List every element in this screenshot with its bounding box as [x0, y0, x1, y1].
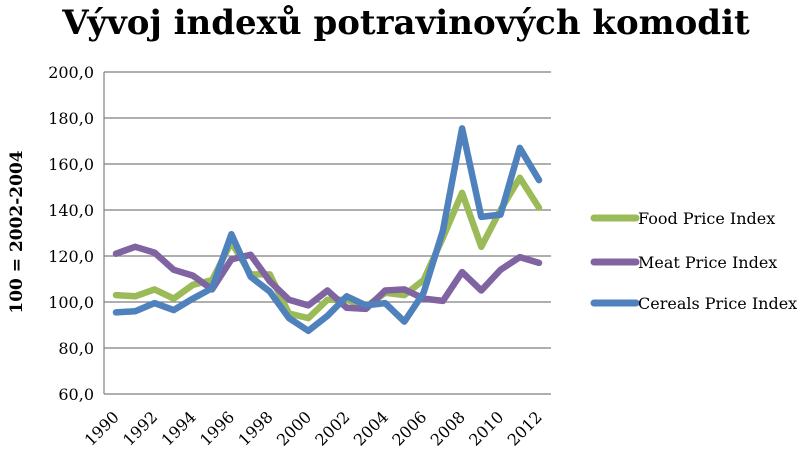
x-tick-label: 2006: [388, 407, 430, 449]
axes: [103, 72, 551, 395]
x-tick-label: 2004: [350, 407, 392, 449]
x-tick-label: 1990: [81, 407, 123, 449]
series-line-2: [112, 243, 543, 313]
x-tick-label: 1992: [119, 407, 161, 449]
x-tick-label: 2012: [504, 407, 546, 449]
x-tick-labels: 1990199219941996199820002002200420062008…: [81, 407, 546, 449]
x-tick-label: 2010: [465, 407, 507, 449]
y-tick-label: 100,0: [48, 293, 94, 312]
legend-label-1: Food Price Index: [638, 209, 775, 228]
y-tick-label: 160,0: [48, 155, 94, 174]
legend-label-3: Cereals Price Index: [638, 294, 797, 313]
x-tick-label: 1994: [158, 407, 200, 449]
series-lines: [112, 125, 543, 335]
series-line-3: [112, 125, 543, 335]
y-tick-label: 120,0: [48, 247, 94, 266]
y-tick-labels: 60,0 80,0 100,0 120,0 140,0 160,0 180,0 200,0: [48, 63, 94, 404]
legend-label-2: Meat Price Index: [638, 253, 777, 272]
chart-title: Vývoj indexů potravinových komodit: [61, 3, 750, 43]
x-tick-label: 1998: [234, 407, 276, 449]
y-tick-label: 180,0: [48, 109, 94, 128]
y-tick-label: 200,0: [48, 63, 94, 82]
y-tick-label: 140,0: [48, 201, 94, 220]
y-tick-label: 80,0: [58, 339, 94, 358]
legend: Food Price Index Meat Price Index Cereals …: [590, 209, 797, 313]
x-tick-label: 1996: [196, 407, 238, 449]
x-tick-label: 2002: [311, 407, 353, 449]
gridlines: [104, 71, 551, 349]
series-line-1: [112, 174, 543, 322]
x-tick-label: 2000: [273, 407, 315, 449]
x-tick-label: 2008: [427, 407, 469, 449]
y-tick-label: 60,0: [58, 385, 94, 404]
y-axis-label: 100 = 2002-2004: [7, 150, 27, 313]
